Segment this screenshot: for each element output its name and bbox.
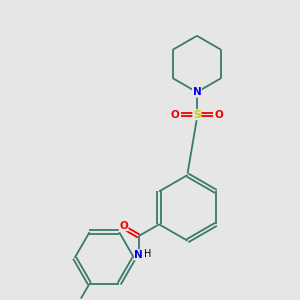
Text: N: N xyxy=(193,87,201,97)
Text: O: O xyxy=(214,110,223,120)
Text: O: O xyxy=(119,221,128,231)
Text: S: S xyxy=(193,110,201,120)
Text: N: N xyxy=(134,250,143,260)
Text: H: H xyxy=(144,249,151,259)
Text: O: O xyxy=(171,110,179,120)
